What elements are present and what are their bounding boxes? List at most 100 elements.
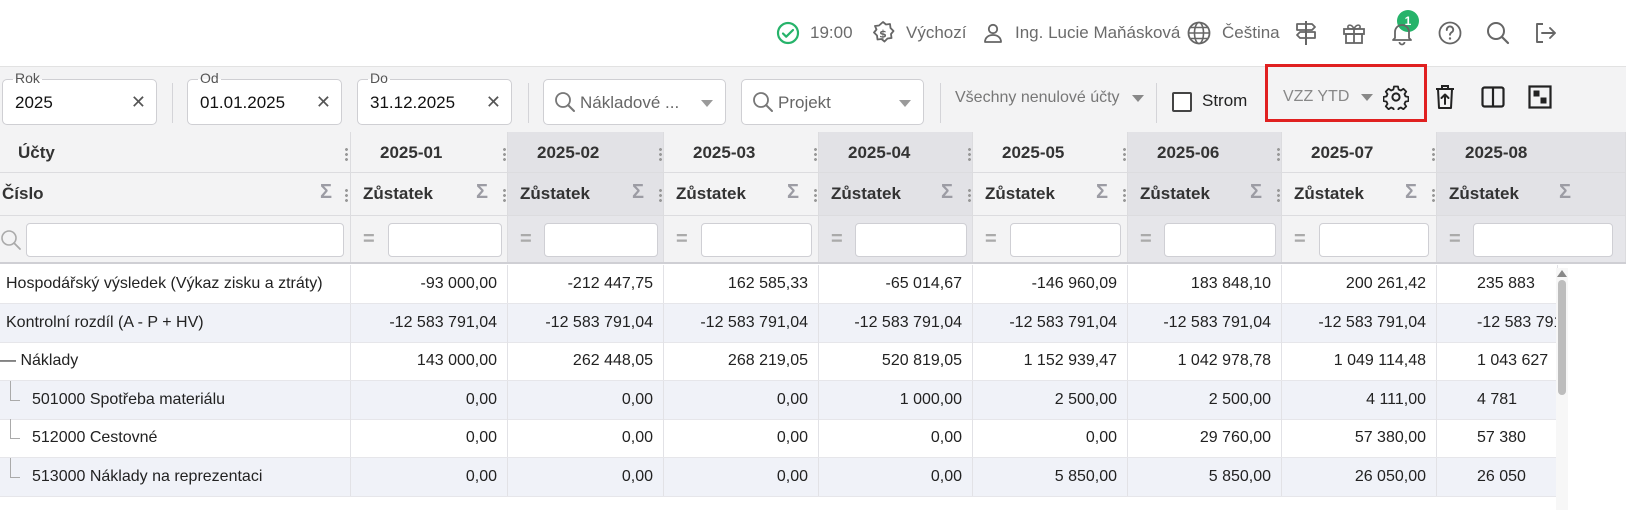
sum-icon[interactable]: Σ	[941, 181, 954, 203]
balance-cell[interactable]: 57 380	[1437, 419, 1558, 457]
balance-cell[interactable]: 0,00	[819, 457, 973, 496]
balance-cell[interactable]: 1 152 939,47	[973, 342, 1128, 380]
table-row[interactable]: 513000 Náklady na reprezentaci 0,00 0,00 0,…	[0, 457, 1558, 497]
resize-handle[interactable]	[503, 188, 506, 204]
signpost-button[interactable]	[1291, 18, 1321, 48]
month-header[interactable]: 2025-06	[1128, 132, 1282, 172]
resize-handle[interactable]	[814, 147, 817, 163]
balance-cell[interactable]: -65 014,67	[819, 265, 973, 303]
balance-cell[interactable]: -12 583 791,04	[1128, 303, 1282, 342]
month-header[interactable]: 2025-05	[973, 132, 1128, 172]
balance-column-header[interactable]: Zůstatek Σ	[351, 173, 508, 215]
balance-cell[interactable]: 1 049 114,48	[1282, 342, 1437, 380]
balance-cell[interactable]: 268 219,05	[664, 342, 819, 380]
balance-filter-input[interactable]	[388, 223, 502, 257]
equals-icon[interactable]: =	[1294, 228, 1306, 250]
resize-handle[interactable]	[659, 147, 662, 163]
collapse-icon[interactable]: —	[0, 352, 21, 369]
resize-handle[interactable]	[1277, 147, 1280, 163]
equals-icon[interactable]: =	[520, 228, 532, 250]
account-name-cell[interactable]: Hospodářský výsledek (Výkaz zisku a ztrá…	[0, 265, 351, 303]
balance-cell[interactable]: 2 500,00	[973, 380, 1128, 419]
help-button[interactable]	[1435, 18, 1465, 48]
accounts-group-header[interactable]: Účty	[0, 132, 351, 172]
table-row[interactable]: 501000 Spotřeba materiálu 0,00 0,00 0,00 1 0…	[0, 380, 1558, 420]
balance-filter-input[interactable]	[544, 223, 658, 257]
balance-filter-input[interactable]	[701, 223, 812, 257]
balance-cell[interactable]: 26 050,00	[1282, 457, 1437, 496]
balance-column-header[interactable]: Zůstatek Σ	[819, 173, 973, 215]
balance-cell[interactable]: 200 261,42	[1282, 265, 1437, 303]
accounts-filter-dropdown[interactable]: Všechny nenulové účty	[955, 89, 1144, 107]
vertical-scrollbar[interactable]	[1556, 268, 1568, 510]
from-clear-icon[interactable]: ✕	[315, 92, 331, 112]
balance-cell[interactable]: 0,00	[973, 419, 1128, 457]
balance-cell[interactable]: 0,00	[664, 380, 819, 419]
table-row[interactable]: 512000 Cestovné 0,00 0,00 0,00 0,00 0,00 29 76…	[0, 419, 1558, 458]
balance-cell[interactable]: 1 000,00	[819, 380, 973, 419]
resize-handle[interactable]	[968, 188, 971, 204]
balance-cell[interactable]: 0,00	[351, 419, 508, 457]
balance-column-header[interactable]: Zůstatek Σ	[508, 173, 664, 215]
balance-cell[interactable]: -12 583 791,04	[1282, 303, 1437, 342]
balance-cell[interactable]: 1 043 627	[1437, 342, 1558, 380]
resize-handle[interactable]	[814, 188, 817, 204]
logout-button[interactable]	[1530, 18, 1560, 48]
balance-filter-input[interactable]	[855, 223, 967, 257]
resize-handle[interactable]	[1432, 188, 1435, 204]
table-row[interactable]: — Náklady 143 000,00 262 448,05 268 219,05 5…	[0, 342, 1558, 381]
balance-cell[interactable]: 57 380,00	[1282, 419, 1437, 457]
balance-filter-input[interactable]	[1164, 223, 1276, 257]
sum-icon[interactable]: Σ	[632, 181, 645, 203]
balance-cell[interactable]: 0,00	[351, 457, 508, 496]
profile-selector[interactable]: $ Výchozí	[870, 19, 966, 47]
balance-cell[interactable]: 4 111,00	[1282, 380, 1437, 419]
month-header[interactable]: 2025-04	[819, 132, 973, 172]
balance-cell[interactable]: 0,00	[664, 419, 819, 457]
balance-cell[interactable]: 0,00	[664, 457, 819, 496]
month-header[interactable]: 2025-07	[1282, 132, 1437, 172]
sum-icon[interactable]: Σ	[1096, 181, 1109, 203]
month-header[interactable]: 2025-03	[664, 132, 819, 172]
chevron-down-icon[interactable]	[701, 100, 713, 107]
balance-cell[interactable]: -12 583 791	[1437, 303, 1558, 342]
to-date-field[interactable]: Do 31.12.2025 ✕	[357, 70, 512, 125]
balance-cell[interactable]: -12 583 791,04	[973, 303, 1128, 342]
balance-cell[interactable]: 262 448,05	[508, 342, 664, 380]
account-name-cell[interactable]: — Náklady	[0, 342, 351, 380]
resize-handle[interactable]	[345, 188, 348, 204]
balance-filter-input[interactable]	[1010, 223, 1121, 257]
sum-icon[interactable]: Σ	[320, 181, 333, 203]
equals-icon[interactable]: =	[831, 228, 843, 250]
year-value[interactable]: 2025	[15, 93, 53, 112]
to-clear-icon[interactable]: ✕	[485, 92, 501, 112]
notifications-button[interactable]	[1387, 18, 1417, 48]
table-row[interactable]: Hospodářský výsledek (Výkaz zisku a ztrá…	[0, 265, 1558, 304]
sum-icon[interactable]: Σ	[787, 181, 800, 203]
balance-column-header[interactable]: Zůstatek Σ	[973, 173, 1128, 215]
balance-cell[interactable]: 2 500,00	[1128, 380, 1282, 419]
balance-column-header[interactable]: Zůstatek Σ	[1282, 173, 1437, 215]
resize-handle[interactable]	[1123, 188, 1126, 204]
balance-column-header[interactable]: Zůstatek Σ	[1437, 173, 1626, 215]
time-status[interactable]: 19:00	[776, 19, 853, 47]
scroll-up-icon[interactable]	[1557, 270, 1567, 277]
table-row[interactable]: Kontrolní rozdíl (A - P + HV) -12 583 791…	[0, 303, 1558, 343]
balance-column-header[interactable]: Zůstatek Σ	[664, 173, 819, 215]
month-header[interactable]: 2025-01	[351, 132, 508, 172]
delete-layout-button[interactable]	[1430, 82, 1460, 112]
equals-icon[interactable]: =	[1449, 228, 1461, 250]
balance-cell[interactable]: 1 042 978,78	[1128, 342, 1282, 380]
from-date-field[interactable]: Od 01.01.2025 ✕	[187, 70, 342, 125]
resize-handle[interactable]	[968, 147, 971, 163]
equals-icon[interactable]: =	[676, 228, 688, 250]
year-field[interactable]: Rok 2025 ✕	[2, 70, 157, 125]
resize-handle[interactable]	[1432, 147, 1435, 163]
balance-column-header[interactable]: Zůstatek Σ	[1128, 173, 1282, 215]
equals-icon[interactable]: =	[985, 228, 997, 250]
project-select[interactable]: Projekt	[741, 79, 924, 125]
layout-button[interactable]	[1525, 82, 1555, 112]
balance-cell[interactable]: -12 583 791,04	[508, 303, 664, 342]
balance-cell[interactable]: -146 960,09	[973, 265, 1128, 303]
balance-cell[interactable]: -12 583 791,04	[664, 303, 819, 342]
